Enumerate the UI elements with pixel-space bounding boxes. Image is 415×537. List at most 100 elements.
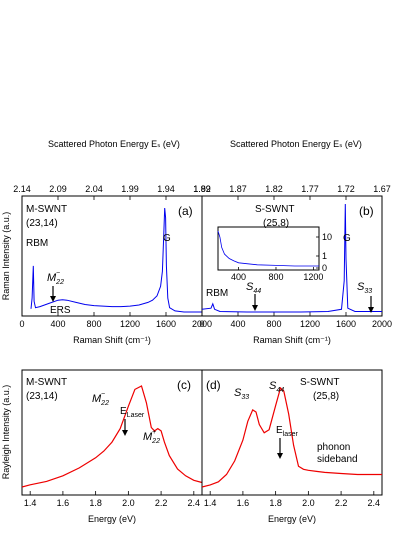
panel-a-label: (a) xyxy=(178,204,193,218)
panel-a-g-label: G xyxy=(163,233,171,244)
panel-b-top-tick-label-0: 1.92 xyxy=(193,184,211,194)
panel-a-xlabel: Raman Shift (cm⁻¹) xyxy=(73,335,151,345)
panel-d-laser-label: Elaser xyxy=(276,425,299,438)
panel-a-series-line xyxy=(30,207,202,313)
panel-c-tick-label-3: 2.0 xyxy=(122,498,135,508)
panel-b-inset-ytick-label-2: 10 xyxy=(322,232,332,242)
panel-d-laser-arrow xyxy=(277,438,283,459)
panel-b-top-tick-label-4: 1.72 xyxy=(337,184,355,194)
panel-a-x-ticks: 0 400 800 1200 1600 2000 xyxy=(19,312,212,329)
panel-c-ylabel: Rayleigh Intensity (a.u.) xyxy=(1,385,11,480)
panel-b-g-label: G xyxy=(343,233,351,244)
panel-b-tick-label-3: 1200 xyxy=(300,319,320,329)
panel-b-top-tick-label-1: 1.87 xyxy=(229,184,247,194)
panel-a-ylabel: Raman Intensity (a.u.) xyxy=(1,212,11,301)
panel-d-xlabel: Energy (eV) xyxy=(268,514,316,524)
panel-c-sample: M-SWNT xyxy=(26,377,67,388)
panel-b-tick-label-2: 800 xyxy=(266,319,281,329)
panel-d-tick-label-3: 2.0 xyxy=(302,498,315,508)
panel-b-tick-label-1: 400 xyxy=(230,319,245,329)
panel-c-laser-label: ELaser xyxy=(120,406,145,419)
panel-b-top-tick-label-2: 1.82 xyxy=(265,184,283,194)
panel-d-tick-label-1: 1.6 xyxy=(237,498,250,508)
panel-d-tick-label-2: 1.8 xyxy=(269,498,282,508)
panel-b-top-tick-label-3: 1.77 xyxy=(301,184,319,194)
panel-b-inset-ytick-label-0: 0 xyxy=(322,263,327,273)
panel-b-s44-label: S44 xyxy=(246,281,261,295)
panel-b-top-tick-label-5: 1.67 xyxy=(373,184,391,194)
panel-b-inset-frame xyxy=(217,226,320,271)
panel-d: 1.4 1.6 1.8 2.0 2.2 2.4 Energy (eV) (d) S-SWN… xyxy=(201,369,383,524)
panel-b-inset-line xyxy=(217,230,319,267)
panel-b-tick-label-4: 1600 xyxy=(336,319,356,329)
panel-b-inset-ytick-label-1: 1 xyxy=(322,251,327,261)
panel-d-sample: S-SWNT xyxy=(300,377,339,388)
panel-b-label: (b) xyxy=(359,204,374,218)
panel-b-xlabel: Raman Shift (cm⁻¹) xyxy=(253,335,331,345)
panel-a-top-tick-label-4: 1.94 xyxy=(157,184,175,194)
panel-c: Rayleigh Intensity (a.u.) 1.4 1.6 1.8 2.0 2.… xyxy=(1,369,203,524)
panel-a-top-tick-label-3: 1.99 xyxy=(121,184,139,194)
panel-a-rbm: RBM xyxy=(26,238,48,249)
panel-d-chirality: (25,8) xyxy=(313,391,339,402)
panel-a-tick-label-2: 800 xyxy=(86,319,101,329)
panel-a-top-tick-label-0: 2.14 xyxy=(13,184,31,194)
panel-c-xlabel: Energy (eV) xyxy=(88,514,136,524)
panel-b-s33-label: S33 xyxy=(357,281,372,295)
panel-a-tick-label-4: 1600 xyxy=(156,319,176,329)
panel-b-top-ticks: 1.92 1.87 1.82 1.77 1.72 1.67 xyxy=(193,184,391,200)
panel-c-m22-plus-label: M22+ xyxy=(143,429,160,445)
panel-c-laser-arrow xyxy=(122,419,128,436)
panel-b-inset-tick-label-2: 1200 xyxy=(303,272,323,282)
panel-b-x-ticks: 0 400 800 1200 1600 2000 xyxy=(199,312,392,329)
panel-d-phonon-label: phonon xyxy=(317,442,350,453)
panel-a-top-xlabel: Scattered Photon Energy Eₛ (eV) xyxy=(48,139,180,149)
panel-a-tick-label-1: 400 xyxy=(50,319,65,329)
panel-d-tick-label-5: 2.4 xyxy=(368,498,381,508)
panel-c-tick-label-4: 2.2 xyxy=(155,498,168,508)
panel-c-tick-label-2: 1.8 xyxy=(89,498,102,508)
panel-c-frame xyxy=(21,369,203,496)
panel-c-tick-label-5: 2.4 xyxy=(188,498,201,508)
panel-b-inset-tick-label-1: 800 xyxy=(268,272,283,282)
panel-d-tick-label-4: 2.2 xyxy=(335,498,348,508)
panel-d-x-ticks: 1.4 1.6 1.8 2.0 2.2 2.4 xyxy=(204,491,380,508)
panel-c-x-ticks: 1.4 1.6 1.8 2.0 2.2 2.4 xyxy=(24,491,200,508)
panel-b-s33-arrow xyxy=(368,296,374,313)
panel-b-series-line xyxy=(201,203,382,313)
panel-c-tick-label-0: 1.4 xyxy=(24,498,37,508)
panel-d-label: (d) xyxy=(206,378,221,392)
panel-c-tick-label-1: 1.6 xyxy=(57,498,70,508)
panel-a-ers: ERS xyxy=(50,305,71,316)
panel-b-rbm: RBM xyxy=(206,288,228,299)
panel-d-series-line xyxy=(201,386,382,488)
panel-d-sideband-label: sideband xyxy=(317,454,358,465)
panel-c-chirality: (23,14) xyxy=(26,391,58,402)
panel-b-tick-label-5: 2000 xyxy=(372,319,392,329)
panel-a-m22-arrow xyxy=(50,286,56,302)
panel-b-top-xlabel: Scattered Photon Energy Eₛ (eV) xyxy=(230,139,362,149)
panel-a-m22-label: M22− xyxy=(47,270,64,286)
panel-b-frame xyxy=(201,195,383,317)
panel-b-tick-label-0: 0 xyxy=(199,319,204,329)
panel-b-s44-arrow xyxy=(252,294,258,311)
panel-a-top-tick-label-2: 2.04 xyxy=(85,184,103,194)
panel-a-top-tick-label-5: 1.89 xyxy=(193,184,211,194)
panel-a: Scattered Photon Energy Eₛ (eV) 2.14 2.09… xyxy=(1,139,212,345)
panel-b-chirality: (25,8) xyxy=(263,218,289,229)
panel-a-tick-label-5: 2000 xyxy=(192,319,212,329)
panel-c-series-line xyxy=(21,385,203,488)
panel-b: Scattered Photon Energy Eₛ (eV) 1.92 1.87… xyxy=(193,139,392,345)
panel-a-top-tick-label-1: 2.09 xyxy=(49,184,67,194)
panel-a-top-ticks: 2.14 2.09 2.04 1.99 1.94 1.89 xyxy=(13,184,211,200)
panel-d-tick-label-0: 1.4 xyxy=(204,498,217,508)
panel-a-chirality: (23,14) xyxy=(26,218,58,229)
panel-d-s33-label: S33 xyxy=(234,387,249,401)
panel-c-m22-minus-label: M22− xyxy=(92,391,109,407)
panel-d-s44-label: S44 xyxy=(269,380,284,394)
panel-a-tick-label-3: 1200 xyxy=(120,319,140,329)
panel-a-sample: M-SWNT xyxy=(26,204,67,215)
panel-b-inset-tick-label-0: 400 xyxy=(231,272,246,282)
